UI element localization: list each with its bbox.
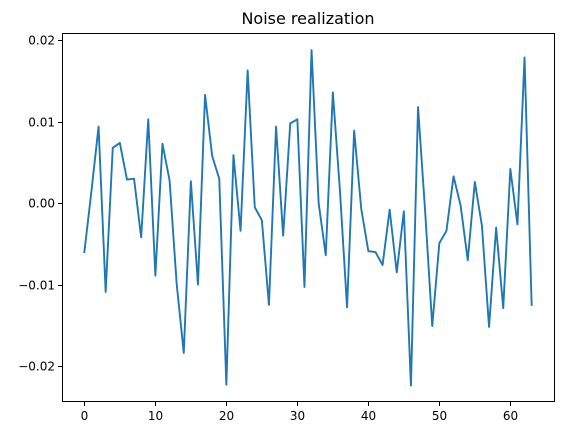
data-point — [233, 154, 235, 156]
data-point — [133, 178, 135, 180]
data-point — [176, 283, 178, 285]
data-point — [403, 210, 405, 212]
y-tick-label: −0.01 — [18, 279, 55, 293]
x-tick-label: 50 — [432, 409, 447, 423]
x-tick-label: 30 — [290, 409, 305, 423]
series-line — [83, 49, 533, 387]
data-point — [360, 208, 362, 210]
data-point — [268, 304, 270, 306]
data-point — [154, 275, 156, 277]
data-point — [225, 384, 227, 386]
data-point — [211, 155, 213, 157]
data-point — [389, 209, 391, 211]
data-point — [296, 118, 298, 120]
x-axis-ticks: 0 10 20 30 40 50 60 — [81, 401, 518, 423]
data-point — [375, 251, 377, 253]
data-point — [197, 284, 199, 286]
y-tick-label: 0.02 — [28, 34, 55, 48]
data-point — [346, 306, 348, 308]
data-point — [204, 94, 206, 96]
data-point — [83, 251, 85, 253]
plot-area-frame — [62, 33, 555, 402]
data-point — [446, 230, 448, 232]
data-point — [481, 225, 483, 227]
data-point — [460, 205, 462, 207]
y-tick-label: −0.02 — [18, 360, 55, 374]
data-point — [261, 219, 263, 221]
data-point — [396, 271, 398, 273]
data-point — [190, 180, 192, 182]
data-point — [431, 325, 433, 327]
data-point — [474, 181, 476, 183]
data-point — [353, 130, 355, 132]
data-point — [438, 242, 440, 244]
data-point — [467, 259, 469, 261]
data-point — [218, 178, 220, 180]
data-point — [98, 126, 100, 128]
data-point — [495, 227, 497, 229]
data-point — [424, 210, 426, 212]
x-tick-label: 20 — [219, 409, 234, 423]
data-point — [524, 57, 526, 59]
data-point — [311, 49, 313, 51]
data-point — [254, 206, 256, 208]
data-point — [332, 92, 334, 94]
data-point — [289, 122, 291, 124]
y-tick-label: 0.01 — [28, 116, 55, 130]
data-point — [169, 179, 171, 181]
data-point — [275, 126, 277, 128]
x-tick-label: 60 — [503, 409, 518, 423]
data-point — [509, 168, 511, 170]
data-point — [502, 307, 504, 309]
x-tick-label: 0 — [81, 409, 89, 423]
data-point — [410, 385, 412, 387]
chart-title: Noise realization — [241, 9, 374, 28]
data-point — [318, 202, 320, 204]
data-point — [417, 106, 419, 108]
data-point — [517, 223, 519, 225]
data-point — [147, 118, 149, 120]
data-point — [162, 143, 164, 145]
data-point — [282, 235, 284, 237]
data-point — [531, 304, 533, 306]
data-point — [247, 70, 249, 72]
data-point — [91, 190, 93, 192]
x-tick-label: 10 — [148, 409, 163, 423]
data-point — [325, 254, 327, 256]
data-point — [367, 250, 369, 252]
data-point — [105, 291, 107, 293]
data-point — [112, 147, 114, 149]
data-point — [140, 236, 142, 238]
data-point — [488, 326, 490, 328]
data-point — [240, 230, 242, 232]
data-point — [453, 175, 455, 177]
data-point — [183, 352, 185, 354]
data-point — [119, 142, 121, 144]
data-point — [126, 179, 128, 181]
x-tick-label: 40 — [361, 409, 376, 423]
data-point — [382, 264, 384, 266]
data-point — [339, 190, 341, 192]
data-point — [304, 286, 306, 288]
y-axis-ticks: −0.02 −0.01 0.00 0.01 0.02 — [18, 34, 63, 374]
y-tick-label: 0.00 — [28, 197, 55, 211]
